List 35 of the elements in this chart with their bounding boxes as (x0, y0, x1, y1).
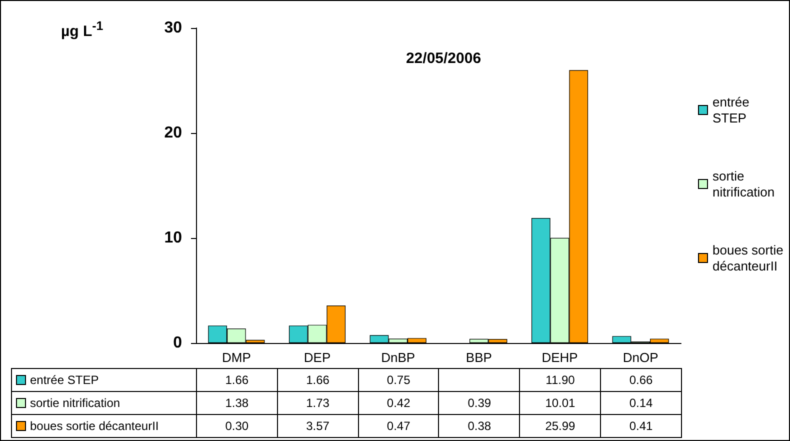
data-label: 1.73 (277, 392, 358, 414)
data-label: 3.57 (277, 414, 358, 438)
legend-label: boues sortie décanteurII (712, 242, 787, 274)
y-tick-label: 30 (164, 20, 182, 36)
data-label: 0.75 (358, 368, 439, 392)
x-tick-label: DEHP (542, 350, 578, 365)
data-label: 0.47 (358, 414, 439, 438)
legend-label: entrée STEP (712, 94, 753, 126)
text: sortie nitrification (30, 396, 120, 410)
y-tick-label: 20 (164, 124, 182, 142)
text: boues sortie décanteurII (30, 419, 159, 433)
data-label: 0.14 (600, 392, 682, 414)
x-tick-label: DEP (304, 350, 331, 365)
data-label: 1.38 (196, 392, 278, 414)
x-tick-label: BBP (466, 350, 492, 365)
x-tick-label: DMP (222, 350, 251, 365)
data-label: 10.01 (520, 392, 601, 414)
data-label: 0.30 (196, 414, 278, 438)
data-label: 0.66 (600, 368, 682, 392)
data-label: 1.66 (277, 368, 358, 392)
data-label: 0.38 (438, 414, 520, 438)
x-tick-label: DnOP (622, 350, 658, 365)
data-label: 11.90 (520, 368, 601, 392)
data-label: 25.99 (520, 414, 601, 438)
y-tick-label: 0 (173, 334, 182, 352)
y-axis-title: µg L$^{-1}$ (61, 19, 104, 40)
y-tick-label: 10 (164, 230, 182, 246)
data-label: 1.66 (196, 368, 278, 392)
data-label: 0.41 (600, 414, 682, 438)
legend-label: sortie nitrification (712, 168, 775, 200)
text: 22/05/2006 (406, 50, 482, 67)
text: entrée STEP (30, 373, 99, 387)
data-label: 0.42 (358, 392, 439, 414)
x-tick-label: DnBP (381, 350, 416, 365)
data-label: 0.39 (438, 392, 520, 414)
